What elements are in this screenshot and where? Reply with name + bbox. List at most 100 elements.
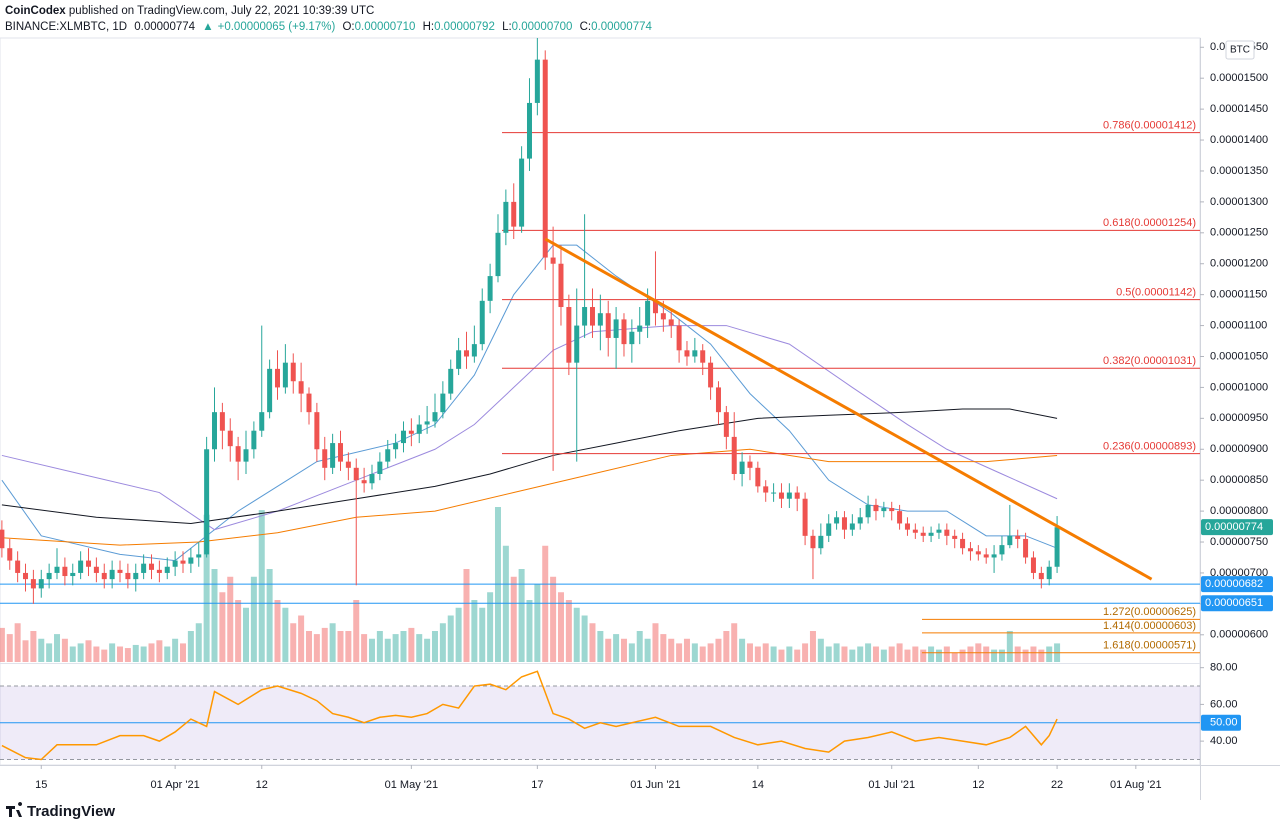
candle-body xyxy=(337,443,343,462)
candle-body xyxy=(526,102,532,159)
candle-body xyxy=(227,430,233,447)
volume-bar xyxy=(164,646,171,662)
volume-bar xyxy=(61,638,68,662)
y-tick-label: 0.00000800 xyxy=(1210,505,1268,517)
candle-body xyxy=(771,492,777,494)
volume-bar xyxy=(69,646,76,662)
candle-body xyxy=(676,325,682,351)
y-tick-label: 0.00000950 xyxy=(1210,412,1268,424)
volume-bar xyxy=(557,592,564,662)
y-tick-label: 0.00000700 xyxy=(1210,567,1268,579)
y-tick-label: 0.00001050 xyxy=(1210,350,1268,362)
volume-bar xyxy=(928,646,935,662)
candle-body xyxy=(212,412,218,450)
volume-bar xyxy=(140,646,147,662)
candle-body xyxy=(408,430,414,434)
volume-bar xyxy=(6,634,13,662)
candle-body xyxy=(101,572,107,580)
candle-body xyxy=(841,517,847,530)
volume-bar xyxy=(613,634,620,662)
candle-body xyxy=(432,412,438,422)
volume-bar xyxy=(424,638,431,662)
candle-body xyxy=(794,492,800,499)
fib-label: 0.382(0.00001031) xyxy=(1103,355,1196,367)
volume-bar xyxy=(865,643,872,662)
price-tag xyxy=(1201,519,1273,536)
volume-bar xyxy=(282,607,289,662)
volume-bar xyxy=(991,649,998,662)
volume-bar xyxy=(660,634,667,662)
candle-body xyxy=(149,563,155,570)
volume-bar xyxy=(439,623,446,662)
candle-body xyxy=(1007,535,1013,546)
volume-bar xyxy=(534,584,541,662)
volume-bar xyxy=(746,643,753,662)
volume-bar xyxy=(156,640,163,662)
candle-body xyxy=(1054,527,1060,567)
candle-body xyxy=(322,449,328,468)
candle-body xyxy=(93,566,99,573)
volume-bar xyxy=(471,600,478,662)
candle-body xyxy=(196,554,202,558)
volume-bar xyxy=(620,638,627,662)
candle-body xyxy=(282,362,288,388)
candle-body xyxy=(723,412,729,437)
candle-body xyxy=(369,473,375,484)
candle-body xyxy=(849,523,855,530)
volume-bar xyxy=(998,649,1005,662)
ohlc-value: 0.00000710 xyxy=(354,21,416,33)
candle-body xyxy=(755,467,761,487)
volume-bar xyxy=(542,545,549,662)
volume-bar xyxy=(30,631,37,662)
volume-bar xyxy=(400,631,407,662)
rsi-tag xyxy=(1201,714,1241,731)
volume-bar xyxy=(1022,649,1029,662)
candle-body xyxy=(188,557,194,564)
candle-body xyxy=(204,449,210,555)
volume-bar xyxy=(1014,646,1021,662)
volume-bar xyxy=(699,646,706,662)
candle-body xyxy=(999,545,1005,555)
volume-bar xyxy=(46,643,53,662)
volume-bar xyxy=(479,607,486,662)
x-tick-label: 01 May '21 xyxy=(385,779,438,791)
volume-bar xyxy=(132,644,139,662)
candle-body xyxy=(904,523,910,530)
volume-bar xyxy=(644,638,651,662)
candle-body xyxy=(920,532,926,536)
y-tick-label: 0.00000900 xyxy=(1210,443,1268,455)
candle-body xyxy=(629,331,635,345)
moving-average xyxy=(1,408,1058,524)
rsi-tick-label: 60.00 xyxy=(1210,698,1238,710)
candle-body xyxy=(235,446,241,462)
candle-body xyxy=(534,59,540,103)
candle-body xyxy=(7,548,13,561)
volume-bar xyxy=(983,646,990,662)
volume-bar xyxy=(54,634,61,662)
volume-bar xyxy=(329,623,336,662)
candle-body xyxy=(881,508,887,512)
candle-body xyxy=(621,319,627,345)
y-tick-label: 0.00001150 xyxy=(1210,289,1267,301)
candle-body xyxy=(786,492,792,499)
volume-bar xyxy=(266,569,273,662)
volume-bar xyxy=(353,600,360,662)
unit-box xyxy=(1225,40,1255,60)
volume-bar xyxy=(951,652,958,662)
candle-body xyxy=(778,492,784,499)
volume-bar xyxy=(219,592,226,662)
volume-bar xyxy=(943,646,950,662)
y-tick-label: 0.00001500 xyxy=(1210,72,1268,84)
volume-bar xyxy=(904,649,911,662)
volume-bar xyxy=(589,623,596,662)
volume-bar xyxy=(227,576,234,662)
volume-bar xyxy=(825,646,832,662)
candle-body xyxy=(125,572,131,580)
candle-body xyxy=(1015,535,1021,539)
candle-body xyxy=(692,350,698,357)
candle-body xyxy=(219,412,225,431)
volume-bar xyxy=(211,569,218,662)
candle-body xyxy=(393,443,399,450)
candle-body xyxy=(684,350,690,357)
